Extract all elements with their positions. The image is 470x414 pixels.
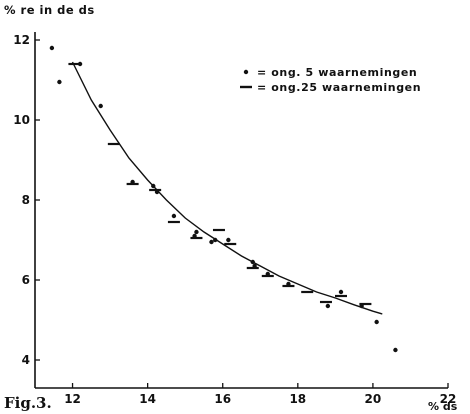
y-ticks: 4 6 8 10 12 <box>13 33 40 367</box>
x-tick-label: 22 <box>440 392 457 406</box>
legend: = ong. 5 waarnemingen = ong.25 waarnemin… <box>240 66 421 94</box>
y-tick-label: 4 <box>22 353 30 367</box>
data-point-dot <box>325 303 331 309</box>
data-point-dot <box>171 213 177 219</box>
data-point-dot <box>213 237 218 243</box>
data-point-dot <box>338 289 344 295</box>
y-tick-label: 12 <box>13 33 30 47</box>
plot-area: 4 6 8 10 12 12 14 16 18 20 22 <box>13 32 456 406</box>
data-point-dot <box>57 79 62 85</box>
x-tick-label: 12 <box>64 392 81 406</box>
data-marks <box>49 45 398 353</box>
x-tick-label: 14 <box>139 392 156 406</box>
x-tick-label: 16 <box>214 392 231 406</box>
data-point-dot <box>226 237 231 243</box>
data-point-dot <box>209 239 214 245</box>
x-tick-label: 20 <box>365 392 382 406</box>
legend-label-dash: = ong.25 waarnemingen <box>257 81 421 94</box>
y-tick-label: 6 <box>22 273 30 287</box>
data-point-dot <box>151 183 156 189</box>
x-axis-label: % ds <box>428 400 458 413</box>
data-point-dot <box>393 347 398 353</box>
y-tick-label: 8 <box>22 193 30 207</box>
legend-dot-symbol <box>243 69 249 75</box>
x-tick-label: 18 <box>289 392 306 406</box>
data-point-dot <box>194 229 199 235</box>
x-ticks: 12 14 16 18 20 22 <box>64 383 456 406</box>
data-point-dot <box>98 103 103 109</box>
y-tick-label: 10 <box>13 113 30 127</box>
trend-curve <box>71 61 383 315</box>
legend-label-dot: = ong. 5 waarnemingen <box>257 66 417 79</box>
y-axis-label: % re in de ds <box>4 3 95 17</box>
data-point-dot <box>49 45 55 51</box>
figure-label: Fig.3. <box>4 394 52 412</box>
data-point-dot <box>374 319 379 325</box>
data-point-dot <box>250 259 255 265</box>
